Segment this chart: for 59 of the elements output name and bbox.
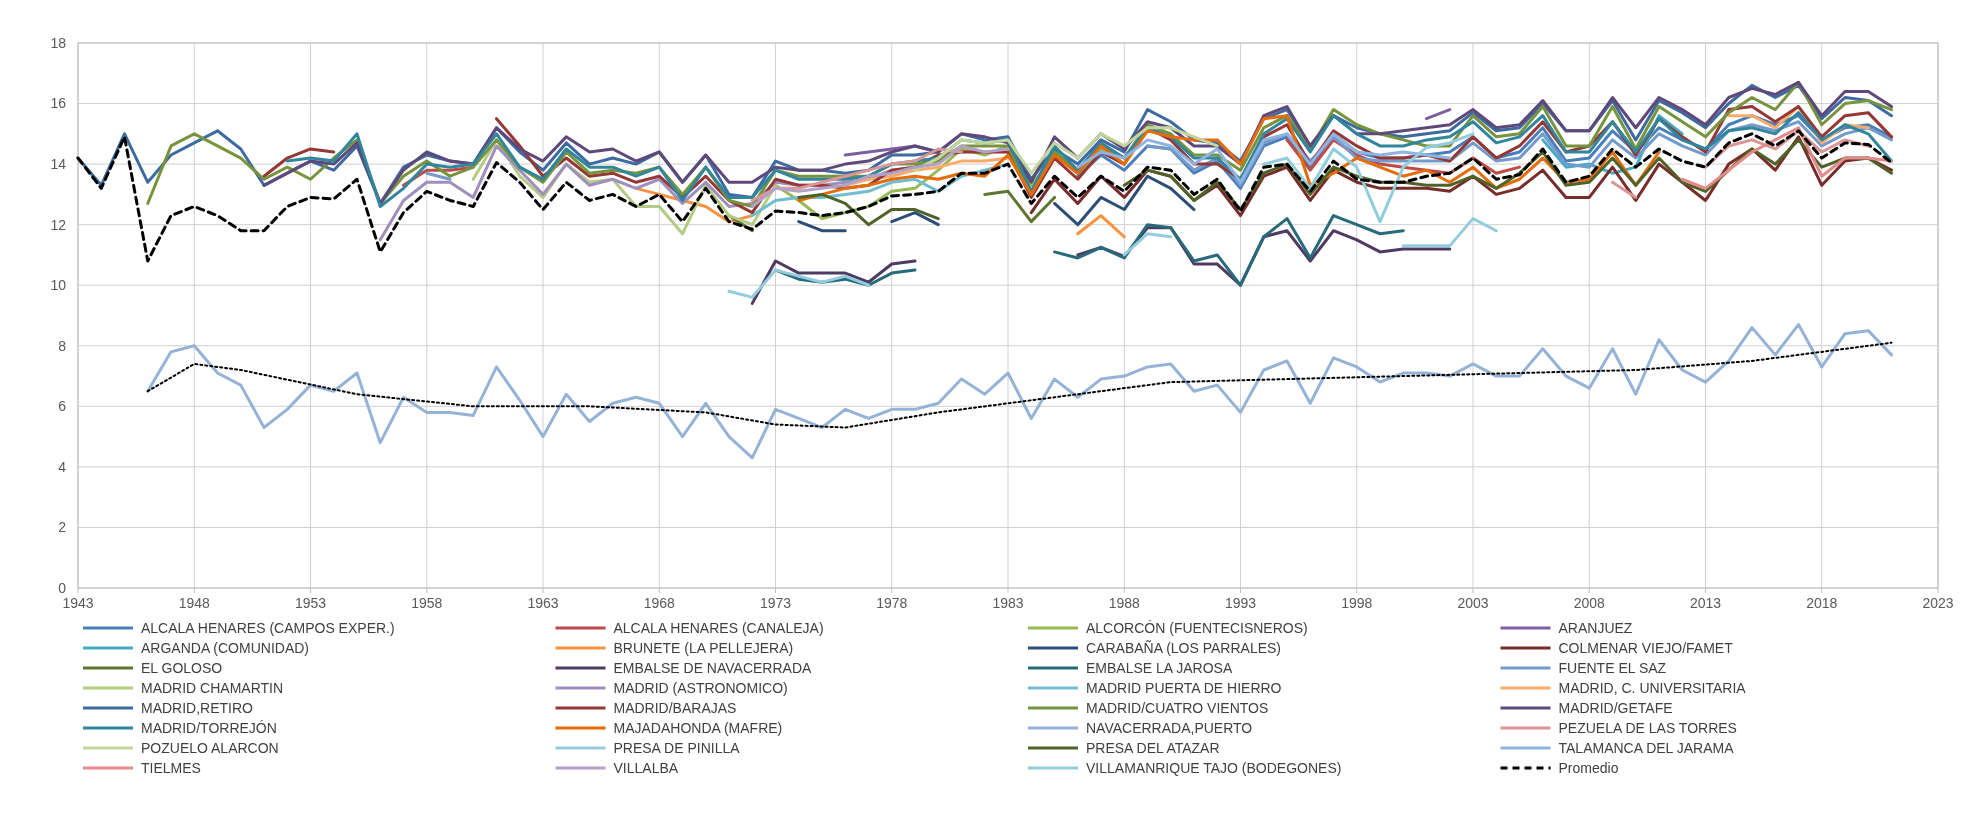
legend-label: VILLAMANRIQUE TAJO (BODEGONES): [1086, 759, 1342, 776]
y-tick-label: 18: [50, 34, 67, 51]
legend-label: MADRID/TORREJÓN: [141, 719, 277, 736]
x-tick-label: 1983: [992, 595, 1024, 611]
legend-label: MADRID (ASTRONOMICO): [613, 679, 788, 696]
legend-label: POZUELO ALARCON: [141, 739, 279, 756]
legend-label: MADRID,RETIRO: [141, 699, 254, 716]
legend-label: EMBALSE DE NAVACERRADA: [613, 659, 813, 676]
x-tick-label: 1988: [1108, 595, 1141, 611]
legend-label: NAVACERRADA,PUERTO: [1086, 719, 1253, 736]
y-tick-label: 6: [58, 398, 67, 415]
x-tick-label: 1958: [411, 595, 443, 611]
y-tick-label: 14: [50, 156, 67, 173]
legend-label: MAJADAHONDA (MAFRE): [613, 719, 783, 736]
y-tick-label: 12: [50, 216, 67, 233]
y-tick-label: 10: [50, 277, 67, 294]
x-tick-label: 1993: [1224, 595, 1257, 611]
legend-label: EL GOLOSO: [141, 659, 223, 676]
legend-label: ALCALA HENARES (CAMPOS EXPER.): [141, 619, 395, 636]
y-tick-label: 8: [58, 337, 67, 354]
legend-label: MADRID CHAMARTIN: [141, 679, 284, 696]
legend-label: TALAMANCA DEL JARAMA: [1558, 739, 1735, 756]
x-tick-label: 1973: [759, 595, 792, 611]
legend-label: FUENTE EL SAZ: [1558, 659, 1667, 676]
legend-label: MADRID, C. UNIVERSITARIA: [1558, 679, 1747, 696]
legend-label: MADRID/BARAJAS: [613, 699, 737, 716]
legend-label: ARGANDA (COMUNIDAD): [141, 639, 310, 656]
legend-label: MADRID/GETAFE: [1558, 699, 1673, 716]
legend-label: EMBALSE LA JAROSA: [1086, 659, 1233, 676]
legend-label: MADRID/CUATRO VIENTOS: [1086, 699, 1269, 716]
x-tick-label: 2013: [1689, 595, 1722, 611]
legend-label: BRUNETE (LA PELLEJERA): [613, 639, 794, 656]
y-tick-label: 0: [58, 579, 67, 596]
legend-label: COLMENAR VIEJO/FAMET: [1558, 639, 1734, 656]
legend-label: MADRID PUERTA DE HIERRO: [1086, 679, 1282, 696]
x-tick-label: 2008: [1573, 595, 1606, 611]
legend-label: ALCALA HENARES (CANALEJA): [613, 619, 824, 636]
legend-label: PEZUELA DE LAS TORRES: [1558, 719, 1737, 736]
legend-label: Promedio: [1558, 759, 1619, 776]
legend-label: TIELMES: [141, 759, 201, 776]
x-tick-label: 1953: [294, 595, 327, 611]
y-tick-label: 4: [58, 458, 67, 475]
x-tick-label: 1978: [876, 595, 908, 611]
legend-label: PRESA DEL ATAZAR: [1086, 739, 1220, 756]
x-tick-label: 1998: [1341, 595, 1373, 611]
legend-label: VILLALBA: [613, 759, 679, 776]
x-tick-label: 1943: [62, 595, 94, 611]
x-tick-label: 1948: [178, 595, 211, 611]
legend-label: CARABAÑA (LOS PARRALES): [1086, 639, 1282, 656]
legend-label: ARANJUEZ: [1558, 619, 1633, 636]
x-tick-label: 2003: [1457, 595, 1489, 611]
legend-label: ALCORCÓN (FUENTECISNEROS): [1086, 619, 1308, 636]
y-tick-label: 16: [50, 95, 67, 112]
x-tick-label: 1963: [527, 595, 559, 611]
y-tick-label: 2: [58, 519, 67, 536]
x-tick-label: 2023: [1922, 595, 1954, 611]
legend-label: PRESA DE PINILLA: [613, 739, 741, 756]
x-tick-label: 2018: [1806, 595, 1838, 611]
x-tick-label: 1968: [643, 595, 676, 611]
